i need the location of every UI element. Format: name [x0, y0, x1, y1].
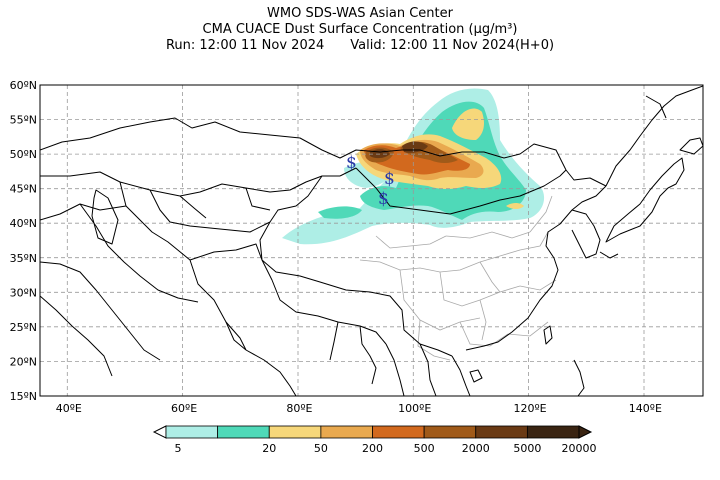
- latitude-tick-label: 40ºN: [10, 217, 37, 230]
- longitude-tick-label: 80ºE: [286, 402, 312, 415]
- colorbar-segment: [423, 425, 477, 439]
- dust-storm-marker: $: [378, 189, 389, 209]
- map-title: WMO SDS-WAS Asian Center: [267, 6, 453, 21]
- longitude-labels: 40ºE 60ºE 80ºE 100ºE 120ºE 140ºE: [56, 402, 662, 415]
- country-borders: [40, 85, 703, 396]
- latitude-tick-label: 30ºN: [10, 286, 37, 299]
- dust-storm-marker: $: [384, 169, 395, 189]
- valid-time: Valid: 12:00 11 Nov 2024(H+0): [350, 38, 555, 53]
- latitude-tick-label: 60ºN: [10, 79, 37, 92]
- longitude-tick-label: 140ºE: [629, 402, 662, 415]
- province-boundaries: [359, 195, 557, 361]
- colorbar-over-arrow: [578, 425, 593, 439]
- run-valid-line: Run: 12:00 11 Nov 2024 Valid: 12:00 11 No…: [0, 38, 720, 54]
- graticule: [40, 85, 703, 396]
- run-time: Run: 12:00 11 Nov 2024: [165, 38, 325, 53]
- dust-contour-50: [452, 108, 484, 140]
- dust-storm-marker: $: [346, 153, 357, 173]
- colorbar-level-label: 50: [313, 442, 328, 455]
- colorbar-under-arrow: [152, 425, 167, 439]
- latitude-labels: 15ºN 20ºN 25ºN 30ºN 35ºN 40ºN 45ºN 50ºN 55ºN 60ºN: [10, 79, 37, 403]
- colorbar-level-label: 20000: [561, 442, 597, 455]
- latitude-tick-label: 25ºN: [10, 321, 37, 334]
- latitude-tick-label: 15ºN: [10, 390, 37, 403]
- dust-contour-20: [318, 206, 362, 219]
- colorbar-level-label: 5: [174, 442, 182, 455]
- dust-layers: [282, 88, 545, 245]
- colorbar-level-label: 20: [262, 442, 277, 455]
- map-frame: [39, 84, 704, 397]
- colorbar-level-label: 500: [413, 442, 435, 455]
- storm-markers: $ $ $: [346, 153, 395, 209]
- colorbar-level-label: 200: [362, 442, 383, 455]
- colorbar-level-label: 2000: [461, 442, 490, 455]
- latitude-tick-label: 45ºN: [10, 183, 37, 196]
- map-subtitle: CMA CUACE Dust Surface Concentration (μg…: [202, 22, 518, 37]
- colorbar-segment: [320, 425, 373, 439]
- latitude-tick-label: 55ºN: [10, 114, 37, 127]
- colorbar: [152, 425, 593, 439]
- latitude-tick-label: 50ºN: [10, 148, 37, 161]
- colorbar-segment: [372, 425, 425, 439]
- latitude-tick-label: 20ºN: [10, 355, 37, 368]
- dust-contour-50: [506, 203, 524, 209]
- colorbar-segment: [526, 425, 580, 439]
- colorbar-segment: [268, 425, 322, 439]
- colorbar-segment: [475, 425, 528, 439]
- longitude-tick-label: 60ºE: [171, 402, 197, 415]
- colorbar-segment: [217, 425, 270, 439]
- colorbar-level-label: 5000: [513, 442, 542, 455]
- latitude-tick-label: 35ºN: [10, 252, 37, 265]
- colorbar-segment: [165, 425, 219, 439]
- longitude-tick-label: 120ºE: [513, 402, 546, 415]
- longitude-tick-label: 100ºE: [398, 402, 431, 415]
- longitude-tick-label: 40ºE: [56, 402, 82, 415]
